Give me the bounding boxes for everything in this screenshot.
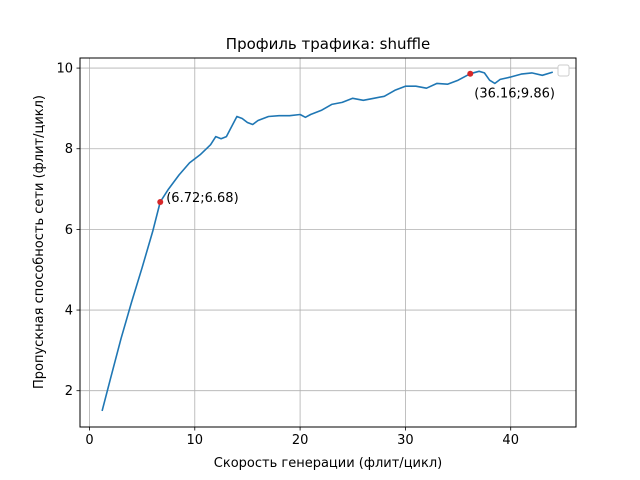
highlight-point — [467, 70, 474, 77]
legend-box — [557, 64, 570, 77]
x-tick-label: 40 — [502, 433, 519, 448]
y-tick-label: 2 — [65, 384, 73, 399]
series-line — [101, 70, 554, 412]
x-tick-label: 20 — [292, 433, 309, 448]
highlight-label: (6.72;6.68) — [166, 191, 238, 206]
x-tick-label: 0 — [85, 433, 93, 448]
y-tick-label: 6 — [65, 223, 73, 238]
y-tick-label: 4 — [65, 304, 73, 319]
x-tick-label: 10 — [187, 433, 204, 448]
series-layer — [101, 70, 554, 412]
tick-layer: 0 10 20 30 40 2 4 6 8 10 — [56, 62, 519, 448]
highlight-point — [157, 198, 164, 205]
y-tick-label: 10 — [56, 62, 73, 77]
x-axis-label: Скорость генерации (флит/цикл) — [214, 456, 442, 471]
plot-frame — [79, 57, 577, 428]
chart-title: Профиль трафика: shuffle — [226, 35, 430, 53]
y-axis-label: Пропускная способность сети (флит/цикл) — [32, 95, 47, 389]
y-tick-label: 8 — [65, 142, 73, 157]
highlight-label: (36.16;9.86) — [474, 87, 555, 102]
x-tick-label: 30 — [397, 433, 414, 448]
grid — [80, 58, 576, 427]
highlight-layer: (6.72;6.68) (36.16;9.86) — [157, 70, 555, 206]
